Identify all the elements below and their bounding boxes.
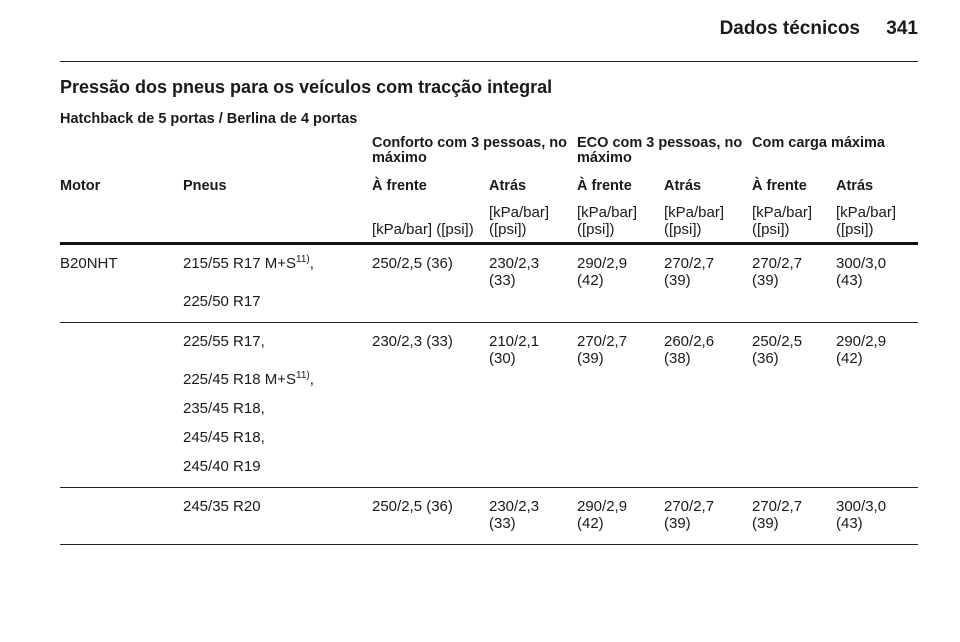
page-number: 341: [886, 18, 918, 39]
table-row: 245/35 R20 250/2,5 (36) 230/2,3 (33) 290/2,…: [60, 488, 919, 545]
column-header: Atrás: [664, 178, 702, 194]
section-title: Pressão dos pneus para os veículos com t…: [60, 77, 553, 97]
column-header: Motor: [60, 178, 101, 194]
motor: B20NHT: [60, 255, 118, 272]
section-subtitle: Hatchback de 5 portas / Berlina de 4 por…: [60, 111, 358, 127]
pressure-value: 250/2,5 (36): [752, 333, 803, 367]
tyre: 245/45 R18,: [183, 429, 364, 446]
tyres-cell: 245/35 R20: [183, 488, 372, 545]
tyre: 225/55 R17,: [183, 333, 364, 371]
table-row: B20NHT 215/55 R17 M+S11), 225/50 R17 250/2,…: [60, 244, 919, 323]
group-row: Conforto com 3 pessoas, no máximo ECO co…: [60, 136, 918, 170]
tyres-cell: 225/55 R17, 225/45 R18 M+S11), 235/45 R18,…: [183, 323, 372, 488]
tyre-size: 215/55 R17 M+S: [183, 255, 296, 272]
tyre: 215/55 R17 M+S11),: [183, 255, 364, 293]
pressure-value: 270/2,7 (39): [752, 498, 803, 532]
pressure-value: 270/2,7 (39): [752, 255, 803, 289]
unit-label: [kPa/bar] ([psi]): [489, 204, 550, 238]
unit-label: [kPa/bar] ([psi]): [836, 204, 897, 238]
pressure-value: 250/2,5 (36): [372, 498, 453, 515]
unit-label: [kPa/bar] ([psi]): [577, 204, 638, 238]
pressure-value: 300/3,0 (43): [836, 255, 887, 289]
footnote-ref: 11): [296, 254, 310, 265]
tyre: 235/45 R18,: [183, 400, 364, 417]
column-header: Atrás: [836, 178, 874, 194]
header-rule: [60, 61, 918, 62]
pressure-value: 250/2,5 (36): [372, 255, 453, 272]
pressure-value: 300/3,0 (43): [836, 498, 887, 532]
pressure-value: 290/2,9 (42): [577, 255, 628, 289]
pressure-value: 290/2,9 (42): [577, 498, 628, 532]
tyre: 245/40 R19: [183, 458, 364, 475]
pressure-value: 270/2,7 (39): [577, 333, 628, 367]
motor-cell: [60, 488, 183, 545]
tyre-size: 245/40 R19: [183, 458, 261, 475]
tyre: 245/35 R20: [183, 498, 364, 515]
column-header: À frente: [752, 178, 807, 194]
motor-cell: [60, 323, 183, 488]
group-header: ECO com 3 pessoas, no máximo: [577, 135, 743, 166]
unit-label: [kPa/bar] ([psi]): [372, 221, 474, 238]
unit-label: [kPa/bar] ([psi]): [752, 204, 813, 238]
header-title: Dados técnicos: [719, 18, 860, 39]
group-header: Conforto com 3 pessoas, no máximo: [372, 135, 567, 166]
pressure-value: 230/2,3 (33): [372, 333, 453, 350]
tyre-size: 245/45 R18,: [183, 429, 265, 446]
column-header: Atrás: [489, 178, 527, 194]
tyre-size: 225/45 R18 M+S: [183, 371, 296, 388]
table-row: 225/55 R17, 225/45 R18 M+S11), 235/45 R18,…: [60, 323, 919, 488]
tyre-size: 225/50 R17: [183, 293, 261, 310]
tyre-size: 245/35 R20: [183, 498, 261, 515]
pressure-value: 260/2,6 (38): [664, 333, 715, 367]
unit-label: [kPa/bar] ([psi]): [664, 204, 725, 238]
pressure-value: 270/2,7 (39): [664, 498, 715, 532]
pressure-table: Conforto com 3 pessoas, no máximo ECO co…: [60, 136, 919, 545]
tyre-size: 225/55 R17,: [183, 333, 265, 350]
tyre: 225/45 R18 M+S11),: [183, 370, 364, 389]
tyre: 225/50 R17: [183, 293, 364, 310]
column-header: À frente: [577, 178, 632, 194]
group-header: Com carga máxima: [752, 135, 885, 151]
motor-cell: B20NHT: [60, 244, 183, 323]
column-header: À frente: [372, 178, 427, 194]
column-header: Pneus: [183, 178, 227, 194]
pressure-value: 230/2,3 (33): [489, 498, 540, 532]
tyres-cell: 215/55 R17 M+S11), 225/50 R17: [183, 244, 372, 323]
punctuation: ,: [309, 255, 314, 272]
unit-row: [kPa/bar] ([psi]) [kPa/bar] ([psi]) [kPa/b…: [60, 204, 919, 244]
punctuation: ,: [309, 371, 314, 388]
pressure-value: 290/2,9 (42): [836, 333, 887, 367]
column-row: Motor Pneus À frente Atrás À frente Atrás À fr…: [60, 170, 918, 204]
pressure-value: 210/2,1 (30): [489, 333, 540, 367]
pressure-value: 270/2,7 (39): [664, 255, 715, 289]
pressure-value: 230/2,3 (33): [489, 255, 540, 289]
footnote-ref: 11): [296, 370, 310, 381]
tyre-size: 235/45 R18,: [183, 400, 265, 417]
